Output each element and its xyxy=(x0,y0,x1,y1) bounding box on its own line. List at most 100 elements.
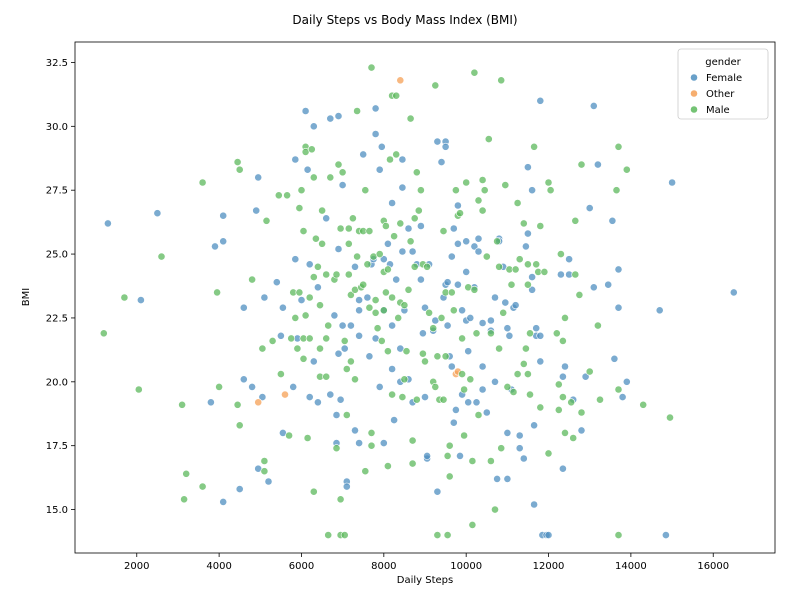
data-point-male xyxy=(410,214,419,223)
data-point-male xyxy=(524,370,532,378)
data-point-female xyxy=(668,178,676,187)
data-point-male xyxy=(386,155,394,164)
y-tick-label: 25.0 xyxy=(46,250,68,261)
data-point-male xyxy=(449,306,458,315)
data-point-male xyxy=(344,224,353,233)
data-point-male xyxy=(365,303,374,312)
data-point-male xyxy=(524,280,532,289)
data-point-male xyxy=(322,372,331,381)
data-point-female xyxy=(408,247,417,256)
data-point-male xyxy=(404,285,413,294)
data-point-female xyxy=(662,531,670,539)
data-point-female xyxy=(390,416,398,424)
data-point-male xyxy=(474,196,483,205)
data-point-male xyxy=(472,329,481,338)
data-point-male xyxy=(381,288,390,297)
data-point-male xyxy=(299,227,308,235)
data-point-female xyxy=(303,165,312,174)
data-point-female xyxy=(416,275,425,284)
legend-box xyxy=(677,48,769,120)
legend-label: Male xyxy=(706,105,730,116)
data-point-male xyxy=(398,393,407,401)
data-point-male xyxy=(503,382,512,391)
data-point-female xyxy=(528,285,536,294)
data-point-male xyxy=(309,273,318,281)
y-tick-label: 20.0 xyxy=(46,377,68,388)
data-point-female xyxy=(309,122,318,131)
data-point-male xyxy=(260,467,269,476)
data-point-female xyxy=(491,293,499,302)
data-point-male xyxy=(367,428,376,437)
x-tick-label: 4000 xyxy=(206,561,231,572)
data-point-male xyxy=(182,469,191,478)
data-point-male xyxy=(346,357,355,366)
data-point-male xyxy=(340,531,349,539)
data-point-female xyxy=(618,393,627,401)
data-point-female xyxy=(248,382,256,391)
data-point-female xyxy=(449,418,458,427)
data-point-male xyxy=(480,186,489,195)
data-point-male xyxy=(431,81,440,90)
data-point-male xyxy=(511,265,520,274)
data-point-female xyxy=(398,183,407,192)
data-point-female xyxy=(729,288,738,297)
data-point-other xyxy=(396,76,405,85)
data-point-male xyxy=(316,344,324,353)
data-point-female xyxy=(136,296,145,304)
data-point-male xyxy=(332,270,341,279)
data-point-male xyxy=(301,311,310,320)
data-point-female xyxy=(239,375,248,384)
data-point-male xyxy=(381,222,390,230)
data-point-female xyxy=(503,428,512,437)
data-point-female xyxy=(443,278,452,287)
data-point-male xyxy=(614,531,623,539)
data-point-male xyxy=(460,431,468,440)
data-point-male xyxy=(443,451,452,460)
data-point-female xyxy=(355,439,363,447)
data-point-female xyxy=(462,237,471,246)
data-point-male xyxy=(332,444,341,453)
data-point-male xyxy=(213,288,221,297)
data-point-male xyxy=(318,206,326,215)
data-point-male xyxy=(499,308,508,317)
data-point-female xyxy=(254,173,263,182)
data-point-male xyxy=(412,168,421,177)
data-point-male xyxy=(392,150,401,159)
legend-marker xyxy=(690,73,698,82)
data-point-male xyxy=(295,204,304,212)
data-point-female xyxy=(334,349,343,358)
data-point-female xyxy=(336,395,345,404)
data-point-female xyxy=(326,114,335,123)
data-point-female xyxy=(610,354,619,363)
data-point-female xyxy=(472,398,481,407)
data-point-male xyxy=(291,313,300,322)
data-point-male xyxy=(557,250,565,258)
data-point-male xyxy=(443,531,452,539)
data-point-female xyxy=(379,439,388,447)
data-point-female xyxy=(614,265,623,274)
legend-item-other: Other xyxy=(690,89,735,100)
data-point-male xyxy=(307,145,316,154)
data-point-male xyxy=(157,252,166,261)
x-tick-label: 2000 xyxy=(124,561,149,572)
data-point-male xyxy=(313,262,322,271)
data-point-female xyxy=(416,222,425,230)
y-tick-label: 27.5 xyxy=(46,186,68,197)
data-point-female xyxy=(355,331,363,340)
data-point-male xyxy=(373,324,382,333)
legend-item-female: Female xyxy=(690,73,742,84)
data-point-female xyxy=(522,242,530,251)
data-point-male xyxy=(303,434,312,442)
data-point-female xyxy=(449,224,458,233)
data-point-male xyxy=(235,165,244,174)
data-point-female xyxy=(326,390,335,399)
data-point-male xyxy=(515,255,524,264)
y-tick-label: 15.0 xyxy=(46,505,68,516)
data-point-female xyxy=(501,298,510,307)
data-point-male xyxy=(388,293,396,302)
data-point-male xyxy=(554,380,563,389)
data-point-male xyxy=(299,354,308,363)
data-point-female xyxy=(577,426,586,435)
data-point-female xyxy=(264,477,273,486)
data-point-female xyxy=(355,296,363,304)
